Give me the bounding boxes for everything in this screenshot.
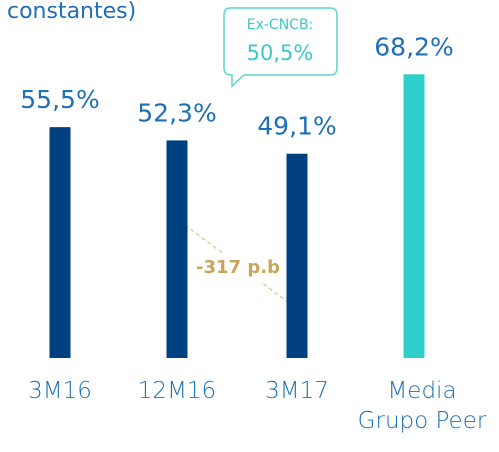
bar	[166, 140, 188, 358]
value-label: 52,3%	[137, 98, 216, 127]
chart-title: € constantes)	[0, 0, 136, 24]
bar	[49, 127, 71, 359]
bar	[403, 74, 425, 359]
annotation: -317 p.b	[196, 257, 280, 278]
bar	[286, 153, 308, 358]
x-tick-label: 3M17	[265, 378, 329, 404]
x-tick-label: 3M16	[28, 378, 92, 404]
callout-box	[223, 7, 338, 88]
annotation-bg	[190, 254, 286, 282]
callout-label: Ex-CNCB:	[247, 17, 314, 33]
callout-value: 50,5%	[247, 41, 314, 65]
value-label: 68,2%	[374, 32, 453, 61]
arrow	[184, 224, 306, 316]
value-label: 55,5%	[20, 85, 99, 114]
x-tick-label: Media Grupo Peer	[357, 378, 487, 434]
value-label: 49,1%	[257, 112, 336, 141]
x-tick-label: 12M16	[137, 378, 217, 404]
